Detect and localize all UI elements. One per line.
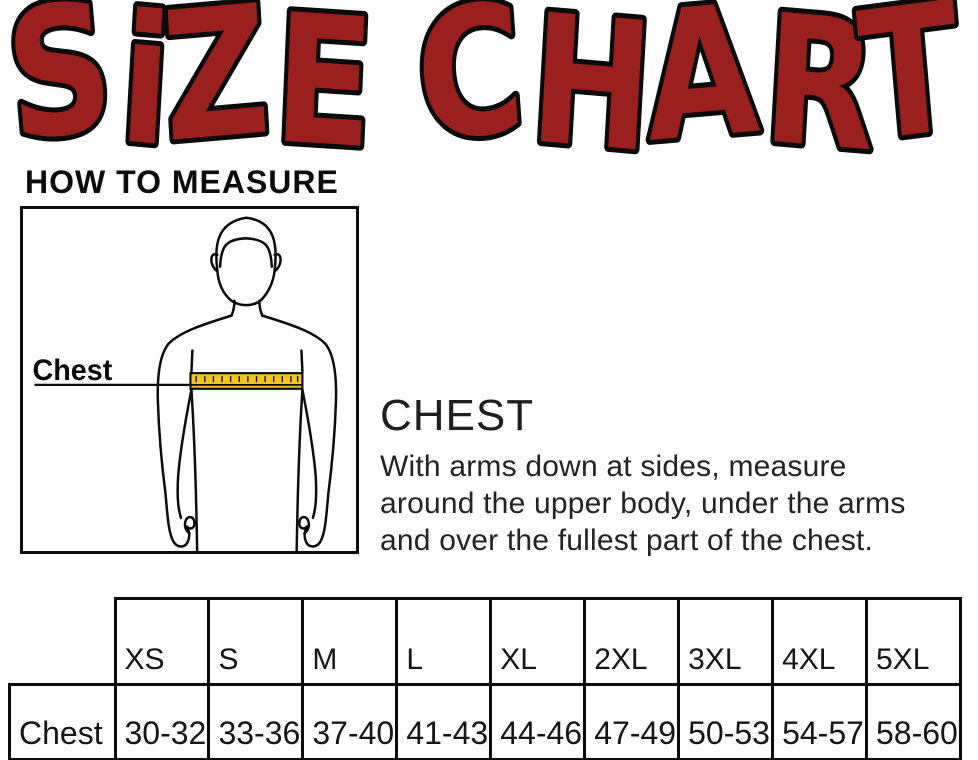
tape-measure xyxy=(189,372,304,390)
size-table-header-row: XS S M L XL 2XL 3XL 4XL 5XL xyxy=(10,597,962,686)
chest-range-s: 33-36 xyxy=(207,683,305,760)
body-diagram: Chest xyxy=(33,216,338,551)
size-header-m: M xyxy=(301,597,399,686)
figure-left-armpit-line xyxy=(190,349,194,374)
figure-left-arm-outer xyxy=(156,314,233,548)
chest-range-4xl: 54-57 xyxy=(771,683,868,760)
size-table-corner-cell xyxy=(10,599,116,685)
chest-label: Chest xyxy=(33,355,113,387)
figure-neck xyxy=(230,299,264,317)
size-header-l: L xyxy=(395,597,493,686)
figure-left-ear xyxy=(210,252,219,272)
size-header-s: S xyxy=(207,597,305,686)
size-chart-title-text: SiZE CHART xyxy=(0,0,969,164)
chest-description: With arms down at sides, measure around … xyxy=(380,448,906,559)
size-table: XS S M L XL 2XL 3XL 4XL 5XL Chest 30-32 33-36 37-40… xyxy=(8,597,962,760)
figure-right-thumb xyxy=(298,515,311,535)
figure-torso-right xyxy=(295,388,304,551)
figure-right-ear xyxy=(273,252,282,272)
size-header-5xl: 5XL xyxy=(865,597,962,686)
chest-range-xs: 30-32 xyxy=(113,683,211,760)
figure-left-arm-inner xyxy=(176,388,193,520)
size-table-chest-row: Chest 30-32 33-36 37-40 41-43 44-46 47-49 50-53… xyxy=(8,683,962,760)
tape-ticks xyxy=(195,376,299,382)
size-chart-title: SiZE CHART xyxy=(0,0,974,164)
size-header-3xl: 3XL xyxy=(677,597,775,686)
figure-right-arm-inner xyxy=(301,388,318,520)
size-header-4xl: 4XL xyxy=(771,597,868,686)
chest-section-heading: CHEST xyxy=(380,391,535,440)
figure-hairline xyxy=(218,237,274,268)
chest-range-xl: 44-46 xyxy=(489,683,587,760)
chest-range-3xl: 50-53 xyxy=(677,683,775,760)
chest-description-line: around the upper body, under the arms xyxy=(380,487,906,520)
chest-description-line: and over the fullest part of the chest. xyxy=(380,524,874,557)
chest-range-2xl: 47-49 xyxy=(583,683,681,760)
chest-range-5xl: 58-60 xyxy=(865,683,962,760)
figure-right-arm-outer xyxy=(260,314,338,548)
figure-left-thumb xyxy=(183,515,196,535)
figure-torso-left xyxy=(190,388,199,551)
chest-range-m: 37-40 xyxy=(301,683,399,760)
how-to-measure-heading: HOW TO MEASURE xyxy=(25,164,339,200)
size-header-xl: XL xyxy=(489,597,587,686)
size-header-2xl: 2XL xyxy=(583,597,681,686)
size-header-xs: XS xyxy=(113,597,211,686)
chest-description-line: With arms down at sides, measure xyxy=(380,450,847,483)
figure-right-armpit-line xyxy=(300,349,304,374)
size-table-row-label: Chest xyxy=(8,683,117,760)
measurement-figure-box: Chest xyxy=(20,206,359,554)
figure-head-outline xyxy=(215,216,277,307)
chest-range-l: 41-43 xyxy=(395,683,493,760)
